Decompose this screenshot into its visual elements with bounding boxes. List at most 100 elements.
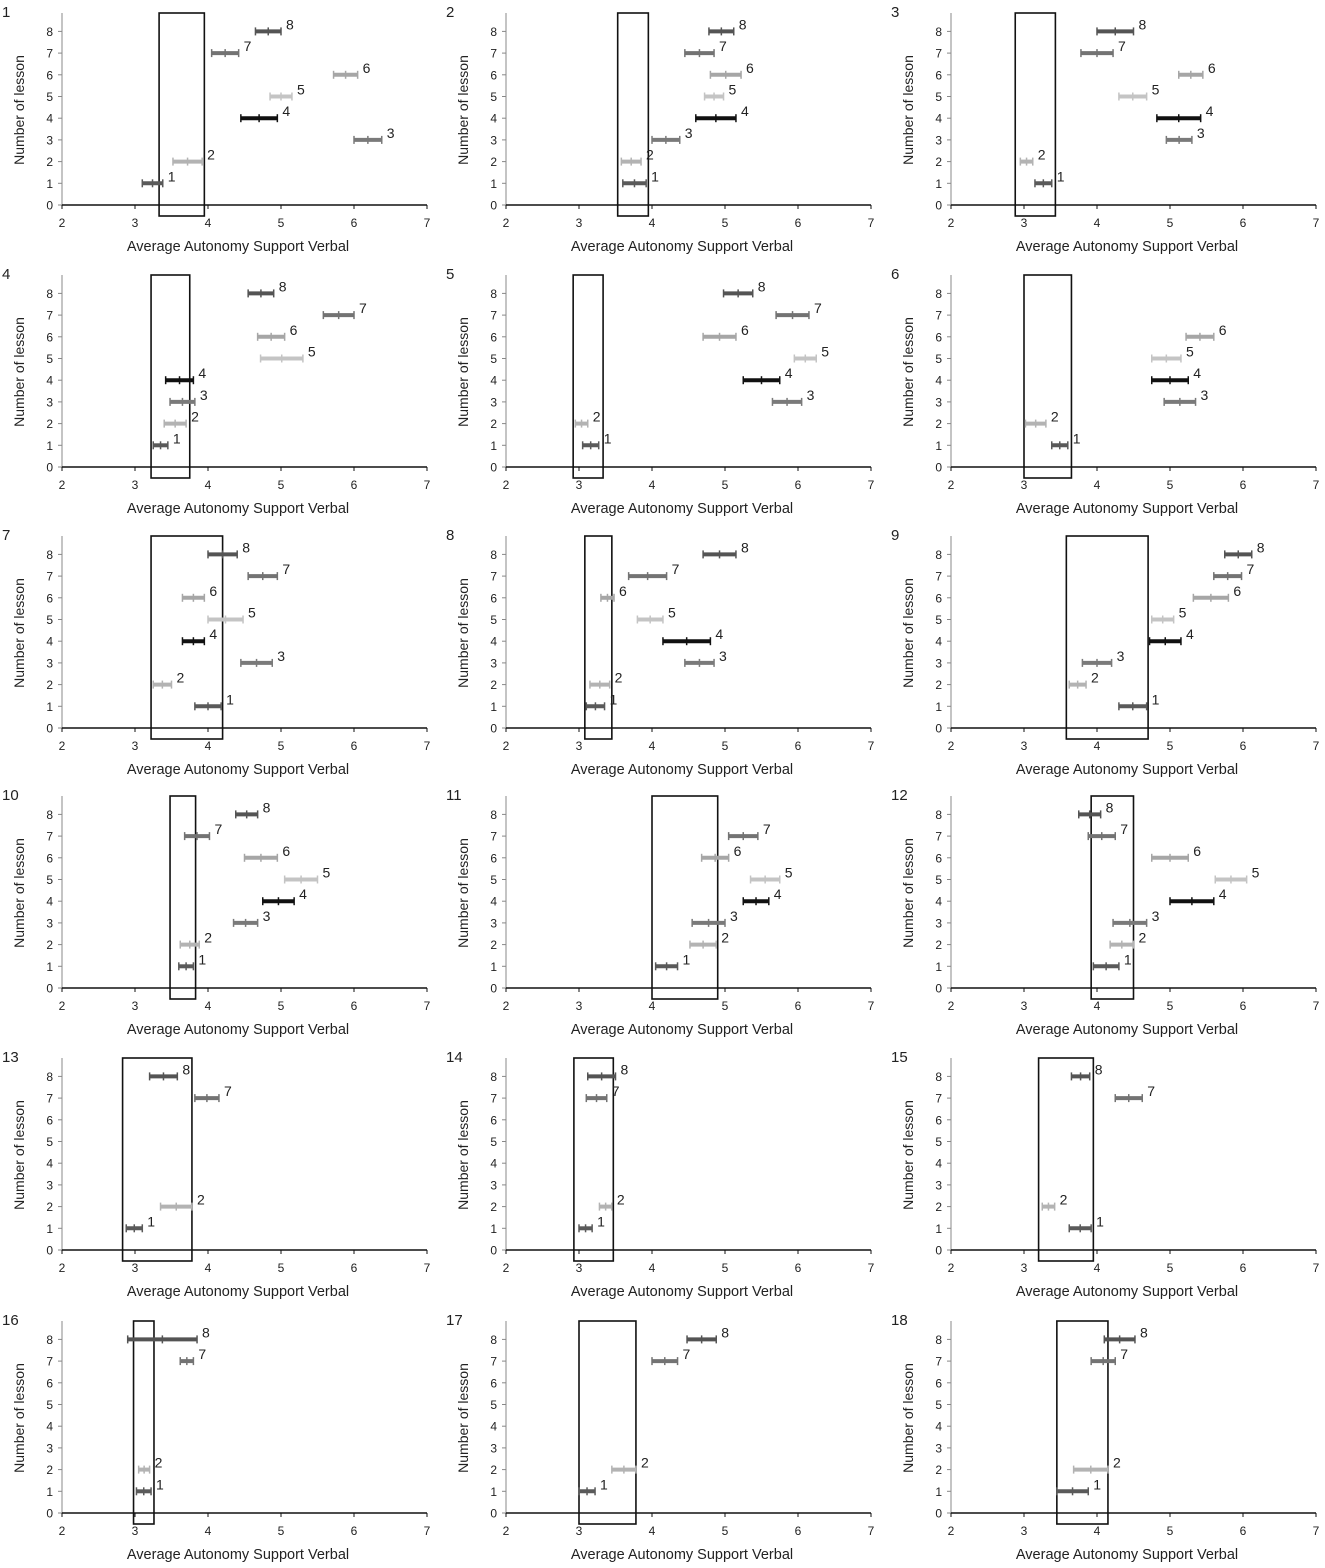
range-bar-lesson-6: [1178, 70, 1204, 79]
panel-label: 15: [891, 1049, 908, 1066]
range-bar-label: 2: [1139, 930, 1147, 946]
range-bar-label: 2: [721, 930, 729, 946]
range-bar-label: 6: [1208, 60, 1216, 76]
range-bar-label: 2: [177, 670, 185, 686]
x-tick-label: 2: [503, 1524, 510, 1538]
range-bar-label: 8: [1139, 16, 1147, 32]
y-tick-label: 0: [46, 1507, 53, 1521]
panel-label: 18: [891, 1312, 908, 1329]
range-bar-label: 5: [323, 865, 331, 881]
y-axis-label: Number of lesson: [900, 1100, 916, 1210]
x-tick-label: 7: [868, 478, 875, 492]
y-tick-label: 4: [935, 374, 942, 388]
range-bar-lesson-7: [627, 572, 668, 581]
range-bar-lesson-8: [1096, 27, 1135, 36]
range-bar-label: 7: [224, 1083, 232, 1099]
panel-label: 16: [2, 1312, 19, 1329]
y-tick-label: 5: [935, 90, 942, 104]
range-bar-label: 3: [277, 648, 285, 664]
x-tick-label: 7: [424, 478, 431, 492]
x-tick-label: 2: [503, 1261, 510, 1275]
y-tick-label: 1: [46, 960, 53, 974]
y-tick-label: 2: [46, 1463, 53, 1477]
range-bar-lesson-2: [611, 1465, 637, 1474]
highlight-box: [121, 1057, 193, 1262]
range-bar-label: 3: [200, 387, 208, 403]
range-bar-lesson-4: [742, 376, 781, 385]
range-bar-lesson-6: [181, 593, 206, 602]
range-bar-lesson-7: [585, 1094, 608, 1103]
x-tick-label: 4: [1094, 739, 1101, 753]
y-tick-label: 2: [490, 155, 497, 169]
range-bar-lesson-8: [587, 1072, 617, 1081]
range-bar-label: 4: [1206, 103, 1214, 119]
range-bar-label: 5: [668, 605, 676, 621]
x-tick-label: 2: [59, 1524, 66, 1538]
range-bar-lesson-2: [1109, 940, 1135, 949]
y-tick-label: 5: [935, 613, 942, 627]
x-tick-label: 5: [278, 478, 285, 492]
x-tick-label: 3: [132, 1524, 139, 1538]
y-tick-label: 0: [46, 982, 53, 996]
range-bar-lesson-4: [1148, 637, 1182, 646]
y-tick-label: 3: [490, 1441, 497, 1455]
y-tick-label: 3: [46, 656, 53, 670]
range-bar-lesson-4: [662, 637, 712, 646]
range-bar-lesson-7: [322, 311, 355, 320]
y-tick-label: 2: [935, 155, 942, 169]
x-tick-label: 7: [1313, 216, 1320, 230]
x-tick-label: 4: [1094, 1524, 1101, 1538]
y-axis-label: Number of lesson: [455, 55, 471, 165]
range-bar-lesson-7: [1087, 832, 1116, 841]
x-tick-label: 3: [132, 739, 139, 753]
x-tick-label: 4: [649, 739, 656, 753]
range-bar-lesson-2: [152, 680, 173, 689]
y-axis-label: Number of lesson: [455, 838, 471, 948]
y-tick-label: 6: [46, 330, 53, 344]
y-tick-label: 4: [490, 374, 497, 388]
range-bar-lesson-5: [1151, 354, 1182, 363]
panel-label: 11: [446, 787, 462, 804]
x-tick-label: 7: [424, 1524, 431, 1538]
range-bar-lesson-6: [702, 332, 737, 341]
range-bar-lesson-2: [598, 1202, 613, 1211]
range-bar-label: 6: [282, 843, 290, 859]
y-tick-label: 0: [46, 199, 53, 213]
range-bar-lesson-2: [620, 157, 642, 166]
range-bar-label: 1: [147, 1213, 155, 1229]
range-bar-lesson-6: [700, 853, 730, 862]
range-bar-lesson-6: [1192, 593, 1230, 602]
range-bar-label: 1: [156, 1476, 164, 1492]
x-axis-label: Average Autonomy Support Verbal: [571, 501, 793, 517]
x-tick-label: 5: [1167, 999, 1174, 1013]
range-bar-label: 2: [191, 409, 199, 425]
panel-label: 17: [446, 1312, 463, 1329]
y-tick-label: 3: [490, 133, 497, 147]
range-bar-label: 6: [741, 322, 749, 338]
range-bar-label: 3: [685, 125, 693, 141]
y-tick-label: 7: [46, 570, 53, 584]
chart-panel-1: 1 Number of lesson Average Autonomy Suppor…: [2, 4, 431, 255]
x-tick-label: 3: [576, 739, 583, 753]
range-bar-label: 6: [734, 843, 742, 859]
highlight-box: [578, 1320, 637, 1525]
y-tick-label: 8: [46, 287, 53, 301]
chart-panel-3: 3 Number of lesson Average Autonomy Suppor…: [891, 4, 1320, 255]
range-bar-lesson-1: [578, 1224, 593, 1233]
x-axis-label: Average Autonomy Support Verbal: [571, 1022, 793, 1038]
range-bar-label: 2: [646, 147, 654, 163]
range-bar-lesson-6: [1185, 332, 1215, 341]
chart-panel-2: 2 Number of lesson Average Autonomy Suppor…: [446, 4, 875, 255]
range-bar-label: 3: [807, 387, 815, 403]
y-tick-label: 8: [490, 1333, 497, 1347]
y-tick-label: 7: [490, 570, 497, 584]
y-tick-label: 1: [935, 439, 942, 453]
range-bar-lesson-3: [240, 658, 273, 667]
panel-label: 3: [891, 4, 899, 21]
range-bar-lesson-8: [1224, 550, 1253, 559]
y-tick-label: 1: [490, 1222, 497, 1236]
x-tick-label: 6: [351, 216, 358, 230]
y-tick-label: 3: [935, 395, 942, 409]
x-axis-label: Average Autonomy Support Verbal: [571, 1284, 793, 1300]
